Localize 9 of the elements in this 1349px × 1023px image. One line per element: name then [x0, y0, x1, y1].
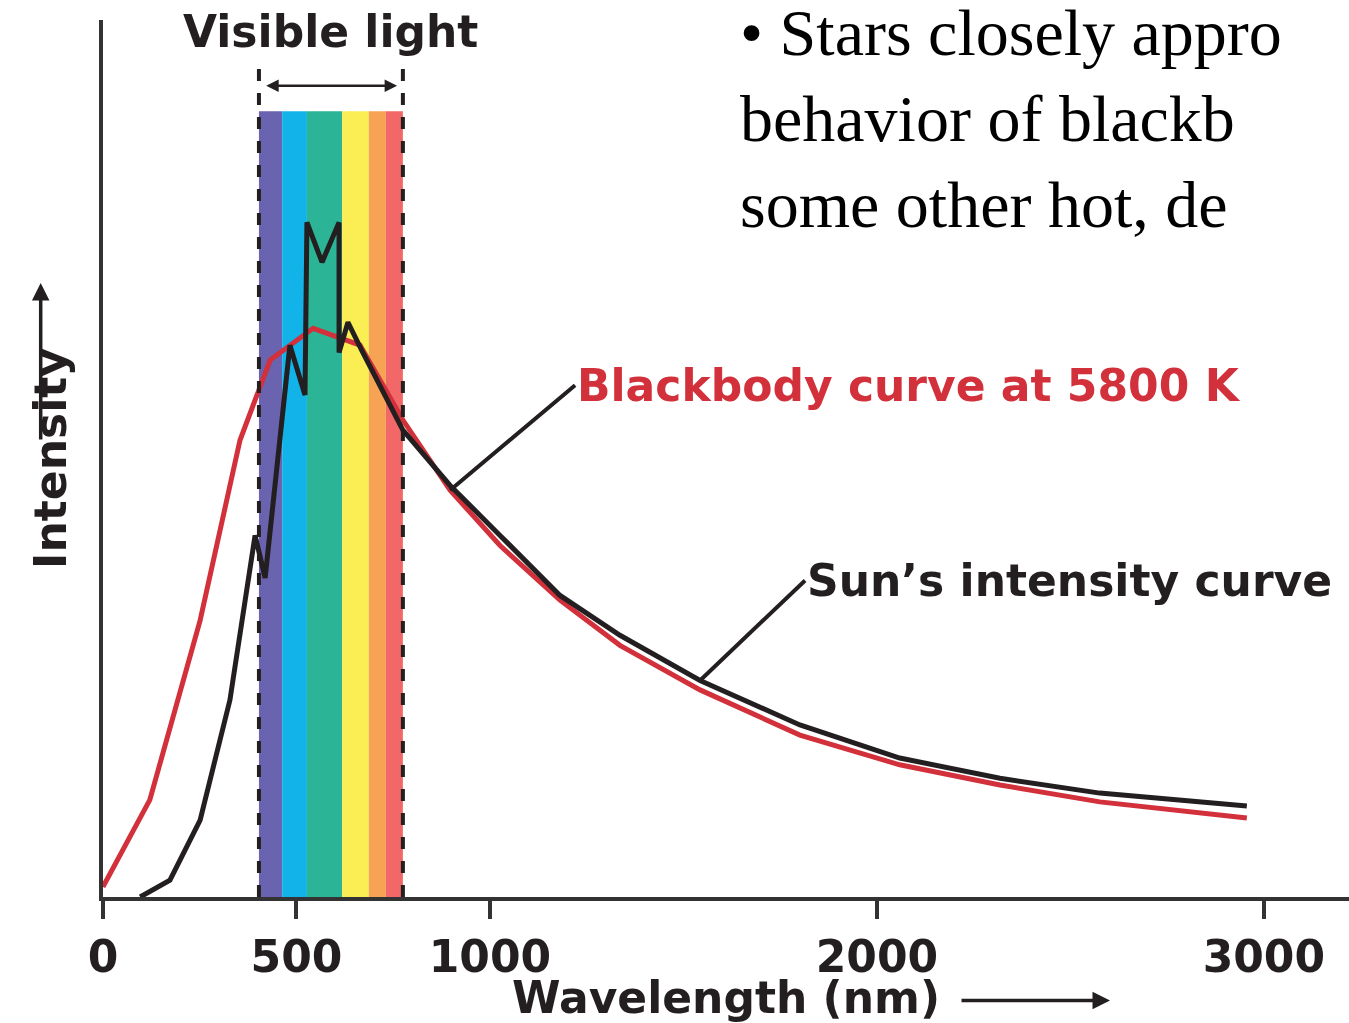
text: Visible light [183, 6, 479, 57]
x-tick-label: 0 [87, 930, 119, 982]
x-tick-label: 500 [250, 930, 343, 982]
x-tick-label: 3000 [1202, 930, 1326, 982]
annotation: • Stars closely appro behavior of blackb some other hot, de [740, 0, 1282, 241]
y-axis-title: Intensity [24, 348, 76, 569]
text: Blackbody curve at 5800 K [577, 360, 1241, 411]
text: Sun’s intensity curve [807, 555, 1333, 606]
x-axis-title: Wavelength (nm) [512, 972, 940, 1023]
